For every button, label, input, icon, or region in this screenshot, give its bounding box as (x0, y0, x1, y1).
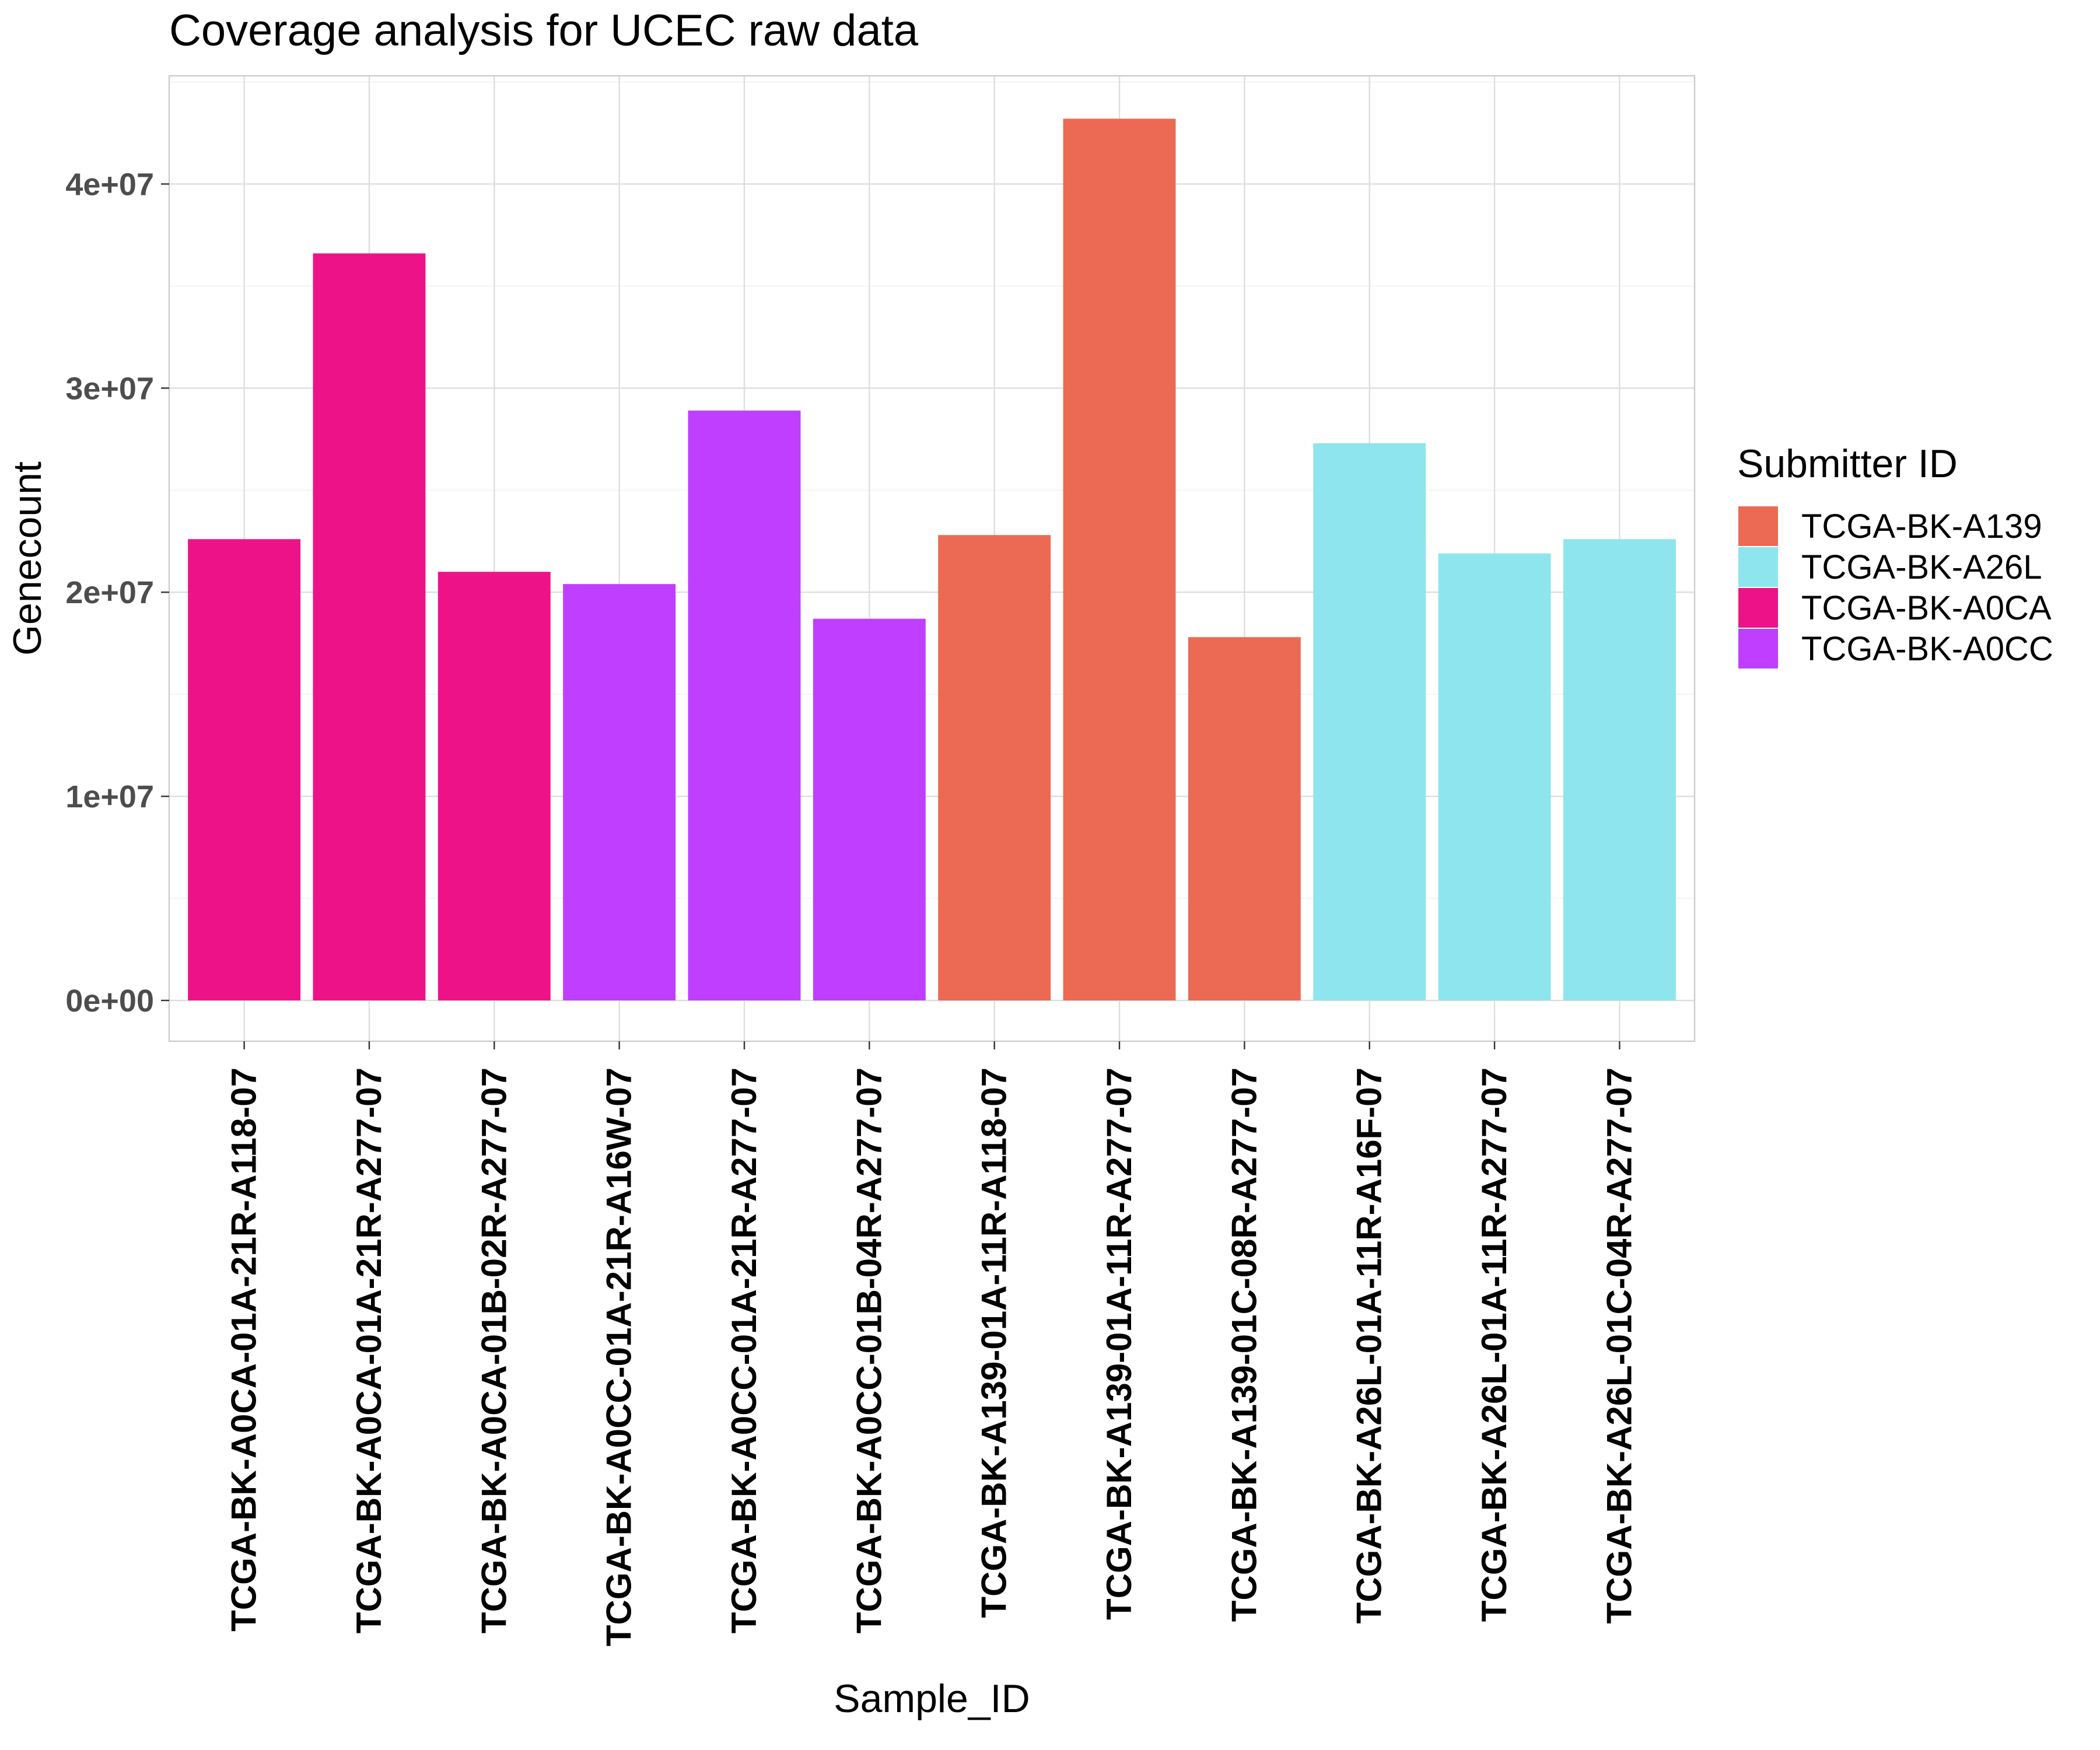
x-tick-label: TCGA-BK-A26L-01C-04R-A277-07 (1600, 1068, 1639, 1624)
x-tick-label: TCGA-BK-A0CA-01A-21R-A118-07 (225, 1068, 264, 1632)
legend-key (1738, 588, 1778, 628)
x-tick-label: TCGA-BK-A0CC-01A-21R-A16W-07 (600, 1068, 639, 1646)
y-axis-ticks: 0e+00 1e+07 2e+07 3e+07 4e+07 (65, 167, 169, 1019)
bar (1313, 443, 1426, 1001)
legend-label: TCGA-BK-A139 (1801, 508, 2042, 545)
bar (1563, 539, 1676, 1001)
legend-label: TCGA-BK-A0CC (1801, 630, 2053, 668)
y-tick-label: 0e+00 (65, 984, 154, 1019)
bar (1188, 637, 1301, 1001)
x-tick-label: TCGA-BK-A0CA-01B-02R-A277-07 (474, 1068, 513, 1633)
x-axis-ticks: TCGA-BK-A0CA-01A-21R-A118-07 TCGA-BK-A0CA… (225, 1041, 1639, 1646)
x-tick-label: TCGA-BK-A26L-01A-11R-A277-07 (1475, 1068, 1514, 1622)
x-tick-label: TCGA-BK-A26L-01A-11R-A16F-07 (1350, 1068, 1389, 1624)
bar (313, 253, 426, 1001)
bar (688, 410, 801, 1001)
legend-label: TCGA-BK-A0CA (1801, 589, 2052, 627)
bar (938, 535, 1051, 1001)
bars (188, 118, 1676, 1001)
bar (188, 539, 301, 1001)
y-tick-label: 3e+07 (65, 371, 154, 406)
bar (1063, 118, 1176, 1001)
legend-key (1738, 506, 1778, 546)
legend: Submitter ID TCGA-BK-A139TCGA-BK-A26LTCG… (1737, 442, 2053, 668)
y-tick-label: 4e+07 (65, 167, 154, 202)
x-tick-label: TCGA-BK-A0CC-01A-21R-A277-07 (724, 1068, 764, 1633)
bar (1438, 553, 1551, 1001)
bar (438, 572, 551, 1001)
x-tick-label: TCGA-BK-A0CC-01B-04R-A277-07 (849, 1068, 888, 1633)
legend-label: TCGA-BK-A26L (1801, 548, 2042, 586)
legend-key (1738, 629, 1778, 668)
y-axis-title: Genecount (5, 461, 50, 656)
y-tick-label: 1e+07 (65, 779, 154, 814)
bar (563, 584, 676, 1001)
x-tick-label: TCGA-BK-A139-01A-11R-A118-07 (975, 1068, 1014, 1618)
legend-title: Submitter ID (1737, 442, 1958, 486)
x-tick-label: TCGA-BK-A0CA-01A-21R-A277-07 (349, 1068, 388, 1633)
x-tick-label: TCGA-BK-A139-01A-11R-A277-07 (1100, 1068, 1139, 1620)
x-tick-label: TCGA-BK-A139-01C-08R-A277-07 (1224, 1068, 1264, 1622)
bar (813, 618, 926, 1001)
x-axis-title: Sample_ID (834, 1676, 1030, 1721)
y-tick-label: 2e+07 (65, 575, 154, 610)
legend-key (1738, 547, 1778, 587)
chart-title: Coverage analysis for UCEC raw data (169, 6, 919, 55)
panel-border (168, 75, 1696, 1042)
